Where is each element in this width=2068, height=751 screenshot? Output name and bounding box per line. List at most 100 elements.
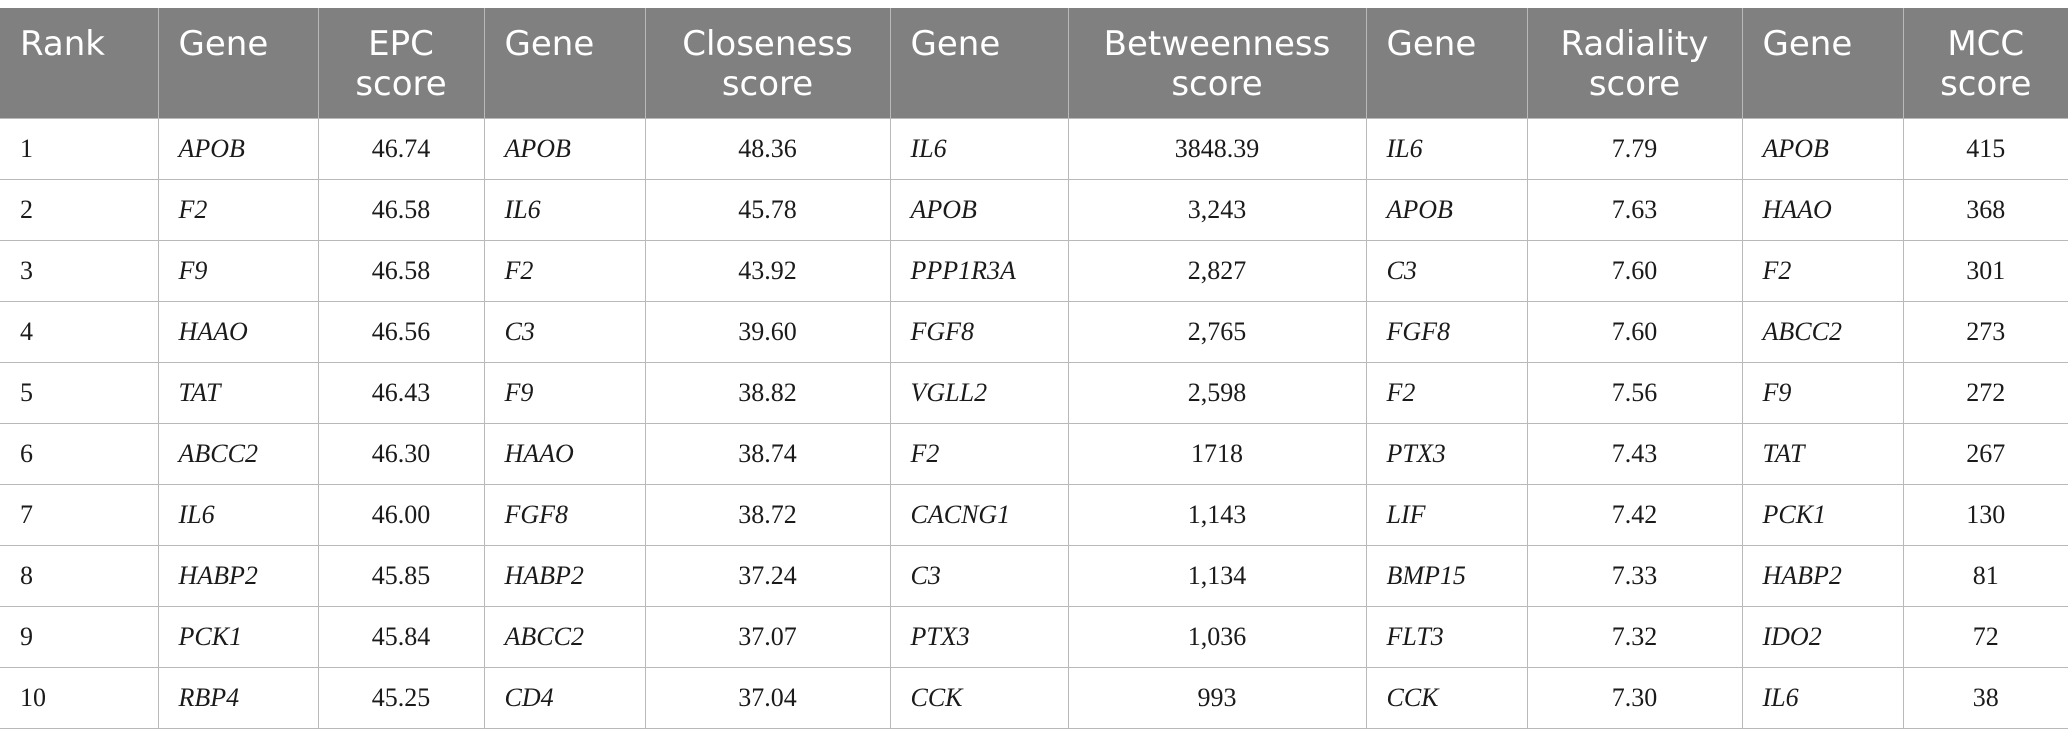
- score-cell: 46.56: [317, 301, 484, 363]
- gene-cell: TAT: [157, 362, 318, 424]
- score-cell: 46.30: [317, 423, 484, 485]
- score-cell: 38: [1902, 667, 2068, 729]
- column-header-radiality-score: Radiality score: [1526, 8, 1742, 119]
- gene-cell: IL6: [1741, 667, 1903, 729]
- gene-cell: PTX3: [889, 606, 1068, 668]
- score-cell: 267: [1902, 423, 2068, 485]
- score-cell: 273: [1902, 301, 2068, 363]
- score-cell: 43.92: [644, 240, 890, 302]
- score-cell: 1,036: [1067, 606, 1366, 668]
- gene-cell: FGF8: [1365, 301, 1527, 363]
- table-row: 5 TAT 46.43 F9 38.82 VGLL2 2,598 F2 7.56 F9 272: [0, 362, 2068, 424]
- gene-cell: TAT: [1741, 423, 1903, 485]
- gene-cell: CD4: [483, 667, 645, 729]
- score-cell: 7.42: [1526, 484, 1742, 546]
- gene-cell: F2: [483, 240, 645, 302]
- rank-cell: 3: [0, 240, 158, 302]
- score-cell: 1,143: [1067, 484, 1366, 546]
- gene-cell: APOB: [157, 118, 318, 180]
- score-cell: 7.79: [1526, 118, 1742, 180]
- column-header-line1: Gene: [178, 24, 269, 64]
- gene-cell: CCK: [889, 667, 1068, 729]
- gene-cell: F9: [483, 362, 645, 424]
- rank-cell: 2: [0, 179, 158, 241]
- gene-cell: F2: [1365, 362, 1527, 424]
- gene-cell: PCK1: [1741, 484, 1903, 546]
- score-cell: 301: [1902, 240, 2068, 302]
- rank-cell: 10: [0, 667, 158, 729]
- score-cell: 368: [1902, 179, 2068, 241]
- column-header-line1: Betweenness: [1103, 24, 1331, 64]
- score-cell: 1,134: [1067, 545, 1366, 607]
- score-cell: 37.24: [644, 545, 890, 607]
- score-cell: 81: [1902, 545, 2068, 607]
- column-header-line1: Gene: [910, 24, 1001, 64]
- table-row: 7 IL6 46.00 FGF8 38.72 CACNG1 1,143 LIF 7.42 PCK1…: [0, 484, 2068, 546]
- gene-cell: HABP2: [1741, 545, 1903, 607]
- header-row: Rank Gene EPC score Gene Closeness score Gene Be…: [0, 8, 2068, 119]
- gene-cell: ABCC2: [157, 423, 318, 485]
- gene-cell: ABCC2: [1741, 301, 1903, 363]
- gene-cell: LIF: [1365, 484, 1527, 546]
- gene-cell: FGF8: [483, 484, 645, 546]
- score-cell: 46.00: [317, 484, 484, 546]
- table-row: 1 APOB 46.74 APOB 48.36 IL6 3848.39 IL6 7.79 APOB…: [0, 118, 2068, 180]
- score-cell: 2,765: [1067, 301, 1366, 363]
- score-cell: 39.60: [644, 301, 890, 363]
- score-cell: 45.25: [317, 667, 484, 729]
- column-header-rank: Rank: [0, 8, 158, 119]
- score-cell: 7.60: [1526, 301, 1742, 363]
- rank-cell: 9: [0, 606, 158, 668]
- column-header-line2: score: [1940, 64, 2032, 104]
- table-row: 10 RBP4 45.25 CD4 37.04 CCK 993 CCK 7.30 IL6 38: [0, 667, 2068, 729]
- score-cell: 7.63: [1526, 179, 1742, 241]
- gene-cell: IL6: [889, 118, 1068, 180]
- gene-cell: FGF8: [889, 301, 1068, 363]
- score-cell: 45.84: [317, 606, 484, 668]
- hub-gene-table-container: Rank Gene EPC score Gene Closeness score Gene Be…: [0, 8, 2068, 729]
- rank-cell: 8: [0, 545, 158, 607]
- table-row: 9 PCK1 45.84 ABCC2 37.07 PTX3 1,036 FLT3 7.32 IDO…: [0, 606, 2068, 668]
- score-cell: 7.56: [1526, 362, 1742, 424]
- hub-gene-ranking-table: Rank Gene EPC score Gene Closeness score Gene Be…: [0, 8, 2068, 729]
- gene-cell: F2: [889, 423, 1068, 485]
- rank-cell: 1: [0, 118, 158, 180]
- score-cell: 1718: [1067, 423, 1366, 485]
- gene-cell: HAAO: [157, 301, 318, 363]
- score-cell: 2,598: [1067, 362, 1366, 424]
- score-cell: 3848.39: [1067, 118, 1366, 180]
- score-cell: 46.58: [317, 240, 484, 302]
- rank-cell: 4: [0, 301, 158, 363]
- score-cell: 2,827: [1067, 240, 1366, 302]
- score-cell: 72: [1902, 606, 2068, 668]
- column-header-gene: Gene: [157, 8, 318, 119]
- gene-cell: APOB: [889, 179, 1068, 241]
- table-row: 2 F2 46.58 IL6 45.78 APOB 3,243 APOB 7.63 HAAO 368: [0, 179, 2068, 241]
- rank-cell: 5: [0, 362, 158, 424]
- table-header: Rank Gene EPC score Gene Closeness score Gene Be…: [0, 8, 2068, 119]
- score-cell: 45.85: [317, 545, 484, 607]
- score-cell: 272: [1902, 362, 2068, 424]
- score-cell: 46.43: [317, 362, 484, 424]
- score-cell: 415: [1902, 118, 2068, 180]
- gene-cell: F9: [157, 240, 318, 302]
- column-header-line1: Closeness: [682, 24, 853, 64]
- column-header-gene: Gene: [483, 8, 645, 119]
- score-cell: 46.58: [317, 179, 484, 241]
- score-cell: 130: [1902, 484, 2068, 546]
- score-cell: 48.36: [644, 118, 890, 180]
- gene-cell: CACNG1: [889, 484, 1068, 546]
- score-cell: 7.33: [1526, 545, 1742, 607]
- score-cell: 7.32: [1526, 606, 1742, 668]
- column-header-line2: score: [1588, 64, 1681, 104]
- gene-cell: PPP1R3A: [889, 240, 1068, 302]
- gene-cell: C3: [483, 301, 645, 363]
- table-body: 1 APOB 46.74 APOB 48.36 IL6 3848.39 IL6 7.79 APOB…: [0, 118, 2068, 729]
- score-cell: 37.04: [644, 667, 890, 729]
- score-cell: 38.82: [644, 362, 890, 424]
- gene-cell: F9: [1741, 362, 1903, 424]
- gene-cell: ABCC2: [483, 606, 645, 668]
- column-header-line1: Gene: [1386, 24, 1477, 64]
- table-row: 3 F9 46.58 F2 43.92 PPP1R3A 2,827 C3 7.60 F2 301: [0, 240, 2068, 302]
- column-header-line1: Rank: [20, 24, 105, 64]
